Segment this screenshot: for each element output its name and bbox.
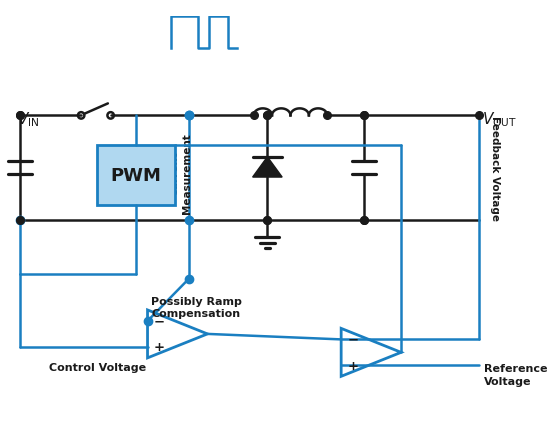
FancyBboxPatch shape — [97, 145, 175, 206]
Text: Feedback Voltage: Feedback Voltage — [490, 116, 500, 221]
Text: $V_{\rm IN}$: $V_{\rm IN}$ — [16, 110, 39, 128]
Text: Possibly Ramp
Compensation: Possibly Ramp Compensation — [151, 296, 242, 319]
Polygon shape — [252, 157, 282, 178]
Text: Control Voltage: Control Voltage — [49, 362, 146, 372]
Text: −: − — [154, 315, 165, 328]
Polygon shape — [341, 329, 401, 376]
Text: Reference
Voltage: Reference Voltage — [484, 364, 548, 386]
Text: Current
Measurement: Current Measurement — [169, 133, 192, 213]
Text: +: + — [154, 341, 165, 353]
Text: $V_{\rm OUT}$: $V_{\rm OUT}$ — [482, 110, 517, 128]
Text: −: − — [348, 333, 359, 346]
Polygon shape — [147, 310, 207, 358]
Text: PWM: PWM — [111, 166, 162, 184]
Text: +: + — [348, 359, 359, 372]
